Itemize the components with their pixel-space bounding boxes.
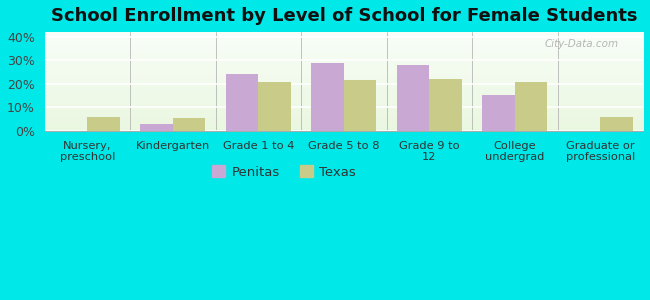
Bar [601, 117, 633, 131]
Bar [396, 65, 429, 131]
Bar [482, 94, 515, 131]
Legend: Penitas, Texas: Penitas, Texas [207, 160, 361, 184]
Bar [173, 118, 205, 131]
Text: City-Data.com: City-Data.com [545, 39, 619, 49]
Bar [87, 117, 120, 131]
Bar [311, 63, 344, 131]
Bar [515, 82, 547, 131]
Title: School Enrollment by Level of School for Female Students: School Enrollment by Level of School for… [51, 7, 637, 25]
Bar [258, 82, 291, 131]
Bar [344, 80, 376, 131]
Bar [140, 124, 173, 131]
Bar [429, 79, 461, 131]
Bar [226, 74, 258, 131]
